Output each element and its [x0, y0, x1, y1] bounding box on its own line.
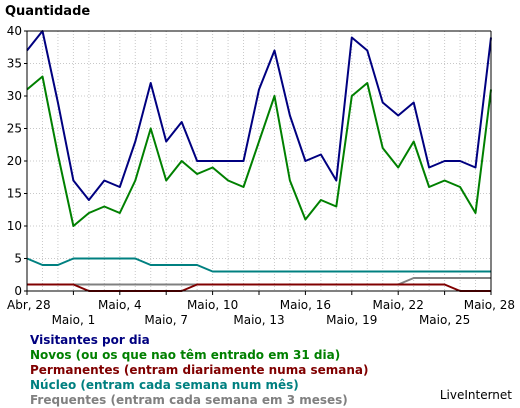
legend-entry: Frequentes (entram cada semana em 3 mese… [30, 393, 348, 407]
y-tick-label: 35 [7, 57, 22, 71]
y-tick-label: 20 [7, 154, 22, 168]
y-tick-label: 10 [7, 219, 22, 233]
x-tick-label: Maio, 1 [52, 313, 96, 327]
series-line [26, 75, 492, 227]
y-tick-label: 30 [7, 89, 22, 103]
x-tick-label: Maio, 16 [280, 298, 331, 312]
grid [27, 30, 491, 291]
y-tick-label: 25 [7, 122, 22, 136]
y-tick-label: 5 [14, 252, 22, 266]
axes [24, 30, 492, 295]
legend-entry: Núcleo (entram cada semana num mês) [30, 378, 299, 392]
x-tick-label: Abr, 28 [7, 298, 51, 312]
legend-entry: Permanentes (entram diariamente numa sem… [30, 363, 369, 377]
legend-entry: Visitantes por dia [30, 333, 150, 347]
y-tick-label: 40 [7, 24, 22, 38]
y-tick-labels: 0 5 10 15 20 25 30 35 40 [7, 24, 22, 298]
x-tick-label: Maio, 4 [98, 298, 142, 312]
series-line [26, 257, 491, 273]
x-tick-label: Maio, 28 [464, 298, 515, 312]
x-tick-label: Maio, 25 [419, 313, 470, 327]
x-tick-label: Maio, 7 [144, 313, 188, 327]
y-tick-label: 0 [14, 284, 22, 298]
legend: Visitantes por dia Novos (ou os que nao t… [30, 333, 369, 408]
brand-label: LiveInternet [439, 388, 512, 402]
x-tick-label: Maio, 22 [373, 298, 424, 312]
x-tick-label: Maio, 13 [233, 313, 284, 327]
series-line [26, 30, 492, 201]
x-tick-label: Maio, 19 [326, 313, 377, 327]
y-axis-label: Quantidade [5, 4, 91, 19]
x-tick-label: Maio, 10 [187, 298, 238, 312]
legend-entry: Novos (ou os que nao têm entrado em 31 d… [30, 348, 341, 362]
x-tick-labels: Abr, 28 Maio, 4 Maio, 10 Maio, 16 Maio, 22 Ma… [7, 298, 515, 327]
y-tick-label: 15 [7, 187, 22, 201]
